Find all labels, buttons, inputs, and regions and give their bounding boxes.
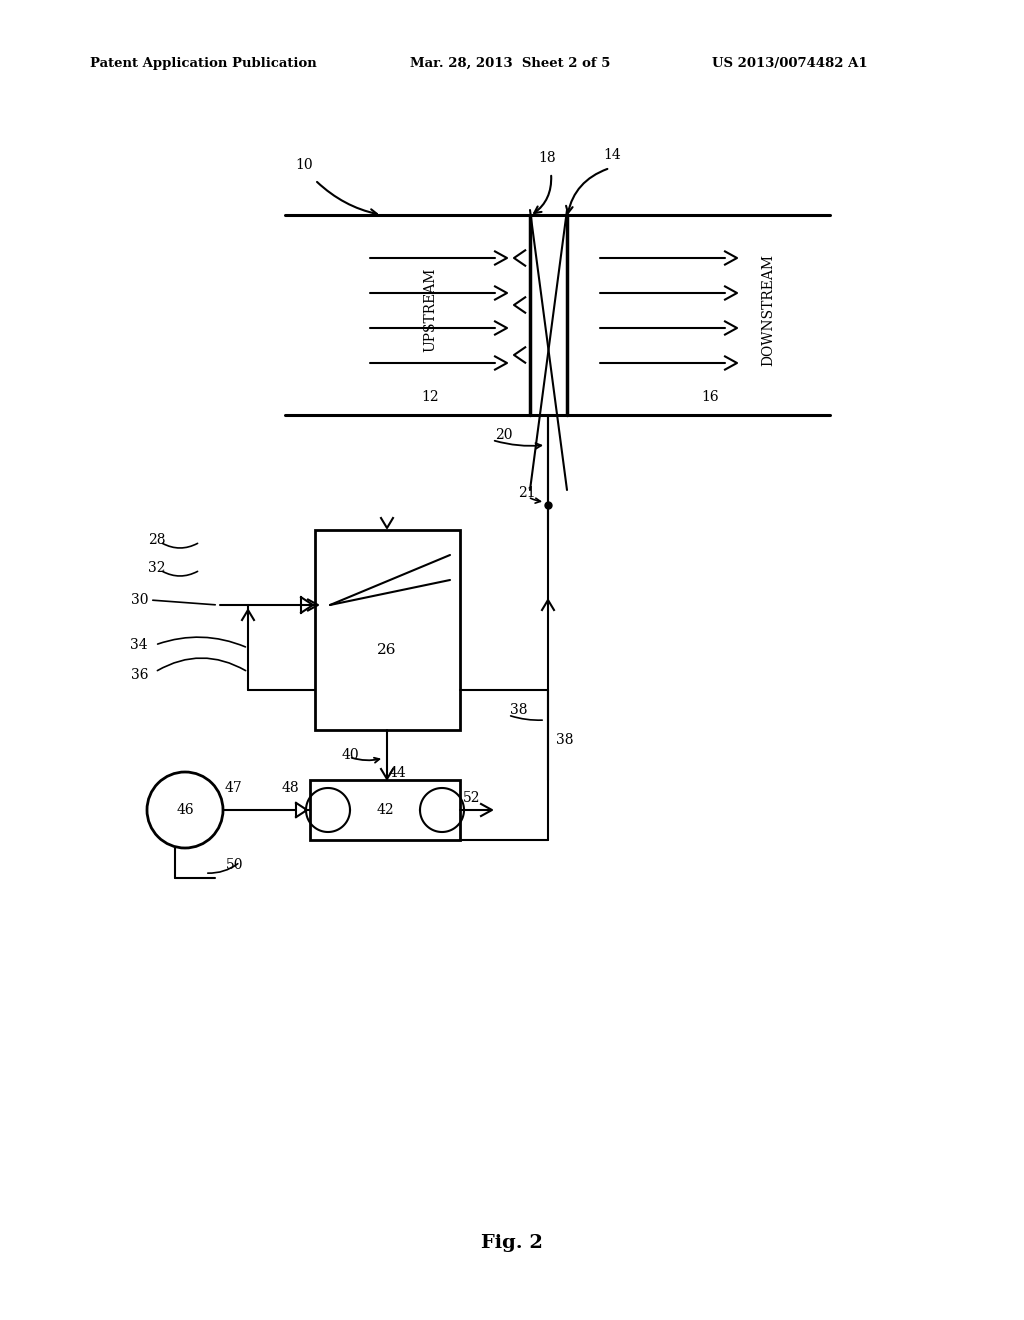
Text: Mar. 28, 2013  Sheet 2 of 5: Mar. 28, 2013 Sheet 2 of 5 xyxy=(410,57,610,70)
Bar xyxy=(310,780,460,840)
Bar xyxy=(315,531,460,730)
Text: 47: 47 xyxy=(225,781,243,795)
Text: Fig. 2: Fig. 2 xyxy=(481,1234,543,1253)
Text: 52: 52 xyxy=(463,791,480,805)
Text: 36: 36 xyxy=(130,668,148,682)
Text: 40: 40 xyxy=(342,748,359,762)
Text: 46: 46 xyxy=(176,803,194,817)
Text: 12: 12 xyxy=(421,389,439,404)
Text: 50: 50 xyxy=(226,858,244,873)
Text: 38: 38 xyxy=(510,704,527,717)
Text: 44: 44 xyxy=(389,766,407,780)
Text: 16: 16 xyxy=(701,389,719,404)
Text: 30: 30 xyxy=(130,593,148,607)
Text: 20: 20 xyxy=(495,428,512,442)
Text: UPSTREAM: UPSTREAM xyxy=(423,268,437,352)
Text: 10: 10 xyxy=(295,158,312,172)
Text: 21: 21 xyxy=(518,486,536,500)
Text: 14: 14 xyxy=(603,148,621,162)
Text: 32: 32 xyxy=(148,561,166,576)
Text: 38: 38 xyxy=(556,733,573,747)
Text: US 2013/0074482 A1: US 2013/0074482 A1 xyxy=(712,57,867,70)
Text: DOWNSTREAM: DOWNSTREAM xyxy=(761,253,775,366)
Text: 18: 18 xyxy=(538,150,556,165)
Text: 26: 26 xyxy=(377,643,396,657)
Text: 42: 42 xyxy=(376,803,394,817)
Text: Patent Application Publication: Patent Application Publication xyxy=(90,57,316,70)
Text: 48: 48 xyxy=(282,781,300,795)
Text: 28: 28 xyxy=(148,533,166,546)
Text: 34: 34 xyxy=(130,638,148,652)
